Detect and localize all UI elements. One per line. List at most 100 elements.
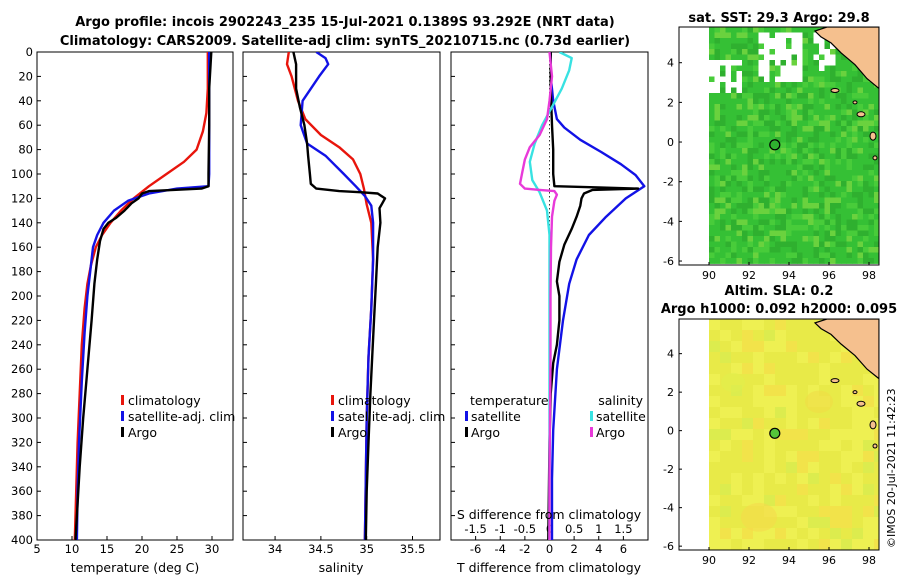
map-cell [725,225,732,231]
map-cell [852,153,858,160]
map-cell [731,54,737,61]
map-cell [720,82,726,88]
map-cell [742,170,748,176]
map-cell [725,170,732,176]
map-cell [841,506,853,518]
map-cell [852,252,858,259]
map-cell [780,60,787,66]
map-cell [742,374,754,386]
map-cell [857,153,864,160]
map-cell [841,219,847,226]
map-cell [714,109,721,116]
map-cell [742,528,754,540]
map-cell [725,82,732,88]
map-cell [868,148,875,154]
map-cell [764,76,770,83]
map-cell [791,197,798,204]
map-cell [824,142,831,149]
map-cell [758,241,765,248]
map-cell [709,319,721,331]
map-cell [720,495,732,507]
map-cell [736,175,743,182]
map-cell [720,252,726,259]
map-cell [863,407,875,419]
map-cell [769,38,776,44]
map-cell [736,181,743,187]
map-cell [835,219,842,226]
map-cell [709,225,715,231]
map-cell [874,258,879,264]
depth-tick-label: 180 [11,265,33,279]
map-cell [725,236,732,242]
map-cell [852,258,858,264]
map-cell [709,341,721,353]
map-cell [753,330,765,342]
map-cell [852,65,858,72]
map-cell [786,473,798,485]
map-cell [753,219,759,226]
map-cell [874,539,879,550]
map-cell [725,230,732,237]
map-cell [775,186,781,193]
map-cell [797,528,809,540]
map-cell [791,131,798,138]
map-cell [742,131,748,138]
map-cell [808,495,820,507]
map-cell [731,148,737,154]
map-cell [747,49,754,55]
depth-tick-label: 380 [11,509,33,523]
map-cell [874,214,879,220]
map-cell [747,247,754,253]
depth-tick-label: 80 [18,143,33,157]
map-cell [709,539,721,550]
map-cell [714,49,721,55]
map-cell [753,137,759,143]
map-cell [714,214,721,220]
map-cell [797,418,809,430]
map-cell [802,54,809,61]
map-cell [835,241,842,248]
map-cell [731,440,743,452]
map-cell [874,396,879,408]
map-cell [747,65,754,72]
map-cell [736,197,743,204]
map-cell [863,93,869,99]
map-cell [725,252,732,259]
map-cell [769,98,776,105]
map-cell [714,203,721,209]
map-cell [791,175,798,182]
map-cell [813,252,820,259]
map-cell [874,517,879,529]
sla-map-title-1: Altim. SLA: 0.2 [725,284,834,299]
map-cell [714,153,721,160]
map-cell [764,71,770,77]
map-cell [852,429,864,441]
map-cell [863,429,875,441]
map-cell [808,27,814,33]
map-cell [775,71,781,77]
map-cell [824,236,831,242]
map-cell [720,49,726,55]
map-cell [786,407,798,419]
map-cell [725,214,732,220]
map-cell [819,219,825,226]
map-cell [830,148,836,154]
map-cell [720,104,726,110]
map-cell [841,164,847,171]
map-cell [731,528,743,540]
map-cell [720,159,726,165]
map-cell [731,186,737,193]
map-cell [753,120,759,127]
s-difference-xlabel: S difference from climatology [457,507,642,522]
map-cell [758,54,765,61]
map-cell [775,98,781,105]
map-cell [780,43,787,50]
map-cell [731,484,743,496]
map-cell [742,219,748,226]
map-cell [736,76,743,83]
map-cell [852,159,858,165]
map-cell [857,159,864,165]
map-cell [830,186,836,193]
map-cell [720,363,732,375]
map-cell [824,54,831,61]
